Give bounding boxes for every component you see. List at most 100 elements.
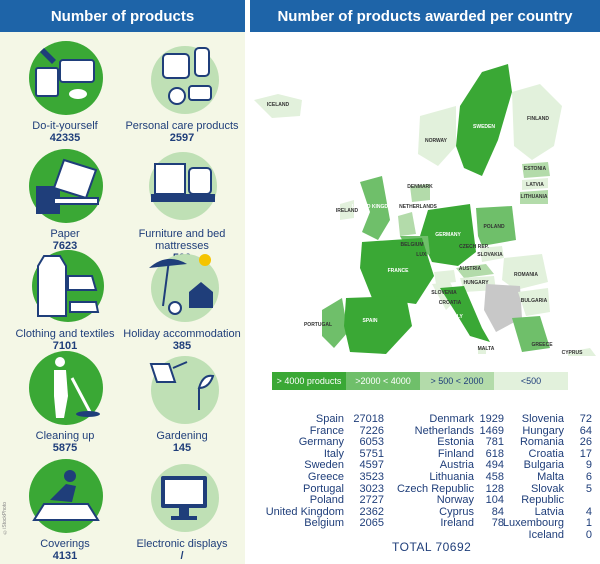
category-label: Gardening <box>156 430 208 442</box>
country-name: Denmark <box>429 413 474 425</box>
map-label: CYPRUS <box>562 350 584 356</box>
country-row: Norway 104 <box>386 495 504 507</box>
country-value: 26 <box>579 436 592 449</box>
country-value: 1929 <box>479 413 504 425</box>
country-row: Slovenia 72 <box>486 413 592 426</box>
country-value: 17 <box>579 447 592 460</box>
right-header: Number of products awarded per country <box>250 0 600 32</box>
country-row: Hungary 64 <box>486 424 592 438</box>
category-label: Furniture and bed mattresses <box>138 228 226 252</box>
country-row: Malta 6 <box>486 470 592 484</box>
country-name: Czech Republic <box>396 482 474 495</box>
legend-item: > 500 < 2000 <box>420 372 494 390</box>
monitor-icon <box>143 456 221 534</box>
country-value: 3523 <box>359 470 384 483</box>
map-label: NETHERLANDS <box>399 204 437 210</box>
category-label: Do-it-yourself <box>32 120 98 132</box>
country-name: Ireland <box>440 517 474 530</box>
country-row: Sweden 4597 <box>252 460 384 472</box>
map-label: ICELAND <box>267 102 290 108</box>
category-label: Personal care products <box>125 120 239 132</box>
country-name: Poland <box>309 494 344 507</box>
country-row: Croatia 17 <box>486 447 592 461</box>
country-name: Lithuania <box>429 470 474 483</box>
map-label: UNITED KINGDOM <box>352 204 396 210</box>
beach-house-icon <box>143 246 221 324</box>
country-row: Lithuania 458 <box>386 470 504 484</box>
category-value: 7623 <box>52 240 78 252</box>
country-row: Ireland 78 <box>386 518 504 530</box>
europe-map: ICELAND SWEDEN FINLAND NORWAY ESTONIA LA… <box>250 36 600 356</box>
country-value: 64 <box>579 424 592 437</box>
map-label: GERMANY <box>435 232 461 238</box>
category-cleaning: Cleaning up 5875 <box>5 348 125 455</box>
country-name: Norway <box>436 494 474 507</box>
country-value: 1 <box>585 517 592 530</box>
country-name: Sweden <box>304 459 344 472</box>
country-name: Belgium <box>304 517 344 530</box>
floor-worker-icon <box>26 456 104 534</box>
country-row: Germany 6053 <box>252 437 384 449</box>
country-column-1: Spain 27018 France 7226 Germany 6053 Italy 5751… <box>252 413 384 530</box>
country-row: Italy 5751 <box>252 447 384 461</box>
country-name: Germany <box>298 436 344 449</box>
category-label: Paper <box>50 228 80 240</box>
category-value: / <box>180 550 184 562</box>
country-column-3: Slovenia 72 Hungary 64 Romania 26 Croatia 17 Bul… <box>486 413 592 542</box>
map-label: BULGARIA <box>521 298 548 304</box>
country-value: 104 <box>485 494 504 507</box>
map-label: FINLAND <box>527 116 549 122</box>
category-electronic: Electronic displays / <box>122 456 242 563</box>
country-row: Latvia 4 <box>486 506 592 519</box>
country-name: Malta <box>537 470 564 483</box>
country-name: Bulgaria <box>523 459 564 472</box>
category-value: 385 <box>172 340 192 352</box>
map-label: HUNGARY <box>463 280 489 286</box>
country-row: Romania 26 <box>486 437 592 449</box>
country-name: Cyprus <box>439 505 474 518</box>
map-label: PORTUGAL <box>304 322 332 328</box>
map-label: DENMARK <box>407 184 433 190</box>
map-label: IRELAND <box>336 208 359 214</box>
category-value: 2597 <box>169 132 195 144</box>
country-row: Finland 618 <box>386 447 504 461</box>
map-label: BELGIUM <box>400 242 423 248</box>
country-value: 6 <box>585 470 592 483</box>
country-row: Spain 27018 <box>252 413 384 426</box>
country-name: Spain <box>315 413 344 425</box>
country-name: Slovak Republic <box>521 482 564 507</box>
map-label: MALTA <box>478 346 495 352</box>
category-paper: Paper 7623 <box>5 146 125 253</box>
country-value: 2727 <box>359 494 384 507</box>
map-label: GREECE <box>531 342 553 348</box>
country-value: 5751 <box>359 447 384 460</box>
country-value: 0 <box>585 528 592 541</box>
category-diy: Do-it-yourself 42335 <box>5 38 125 145</box>
country-name: Romania <box>519 436 564 449</box>
map-label: LITHUANIA <box>521 194 548 200</box>
country-row: Iceland 0 <box>486 528 592 542</box>
country-row: Austria 494 <box>386 460 504 472</box>
country-row: Portugal 3023 <box>252 483 384 496</box>
legend-item: <500 <box>494 372 568 390</box>
map-label: SLOVAKIA <box>477 252 503 258</box>
country-value: 618 <box>485 447 504 460</box>
category-label: Cleaning up <box>35 430 95 442</box>
clothing-icon <box>26 246 104 324</box>
map-label: ITALY <box>449 314 463 320</box>
country-column-2: Denmark 1929 Netherlands 1469 Estonia 781 Finl… <box>386 413 504 530</box>
category-label: Clothing and textiles <box>15 328 115 340</box>
category-coverings: Coverings 4131 <box>5 456 125 563</box>
category-label: Coverings <box>40 538 90 550</box>
book-icon <box>26 146 104 224</box>
cosmetics-icon <box>143 38 221 116</box>
paint-bucket-icon <box>26 38 104 116</box>
category-label: Electronic displays <box>136 538 228 550</box>
country-row: Czech Republic 128 <box>386 482 504 496</box>
legend-item: > 4000 products <box>272 372 346 390</box>
category-value: 5875 <box>52 442 78 454</box>
country-value: 2362 <box>359 505 384 518</box>
map-label: SWEDEN <box>473 124 495 130</box>
category-gardening: Gardening 145 <box>122 348 242 455</box>
map-label: AUSTRIA <box>459 266 482 272</box>
